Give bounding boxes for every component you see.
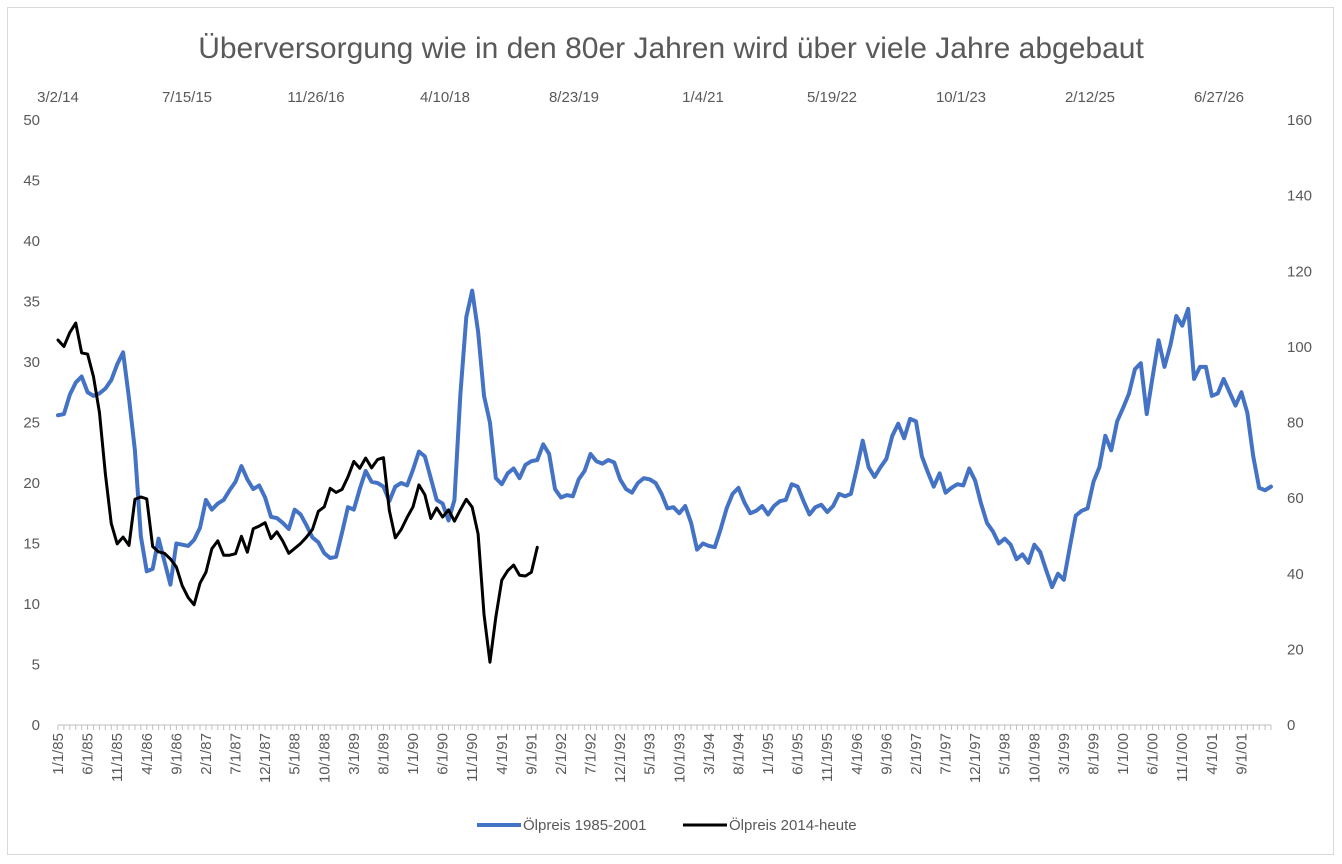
bottom-axis-tick-label: 6/1/90	[435, 733, 452, 775]
chart-legend: Ölpreis 1985-2001 Ölpreis 2014-heute	[477, 816, 857, 834]
bottom-axis-tick-label: 7/1/92	[583, 733, 600, 775]
left-axis-tick-label: 45	[23, 173, 40, 190]
bottom-axis-tick-label: 1/1/95	[760, 733, 777, 775]
top-axis-tick-label: 5/19/22	[807, 89, 857, 106]
bottom-axis-tick-label: 4/1/01	[1204, 733, 1221, 775]
bottom-axis-tick-label: 1/1/00	[1115, 733, 1132, 775]
bottom-axis-tick-label: 9/1/01	[1233, 733, 1250, 775]
chart-title: Überversorgung wie in den 80er Jahren wi…	[198, 32, 1144, 65]
bottom-axis-tick-label: 6/1/00	[1145, 733, 1162, 775]
bottom-axis-tick-label: 12/1/92	[612, 733, 629, 783]
bottom-axis-tick-label: 11/1/90	[464, 733, 481, 782]
right-axis-tick-label: 80	[1287, 415, 1304, 432]
bottom-axis-tick-label: 12/1/87	[257, 733, 274, 783]
plot-lines	[56, 288, 1273, 664]
left-axis-tick-label: 40	[23, 233, 40, 250]
right-axis-tick-label: 120	[1287, 263, 1312, 280]
bottom-axis-tick-label: 2/1/87	[198, 733, 215, 775]
top-axis-tick-label: 2/12/25	[1065, 89, 1115, 106]
top-axis-tick-label: 3/2/14	[37, 89, 79, 106]
right-axis-tick-label: 60	[1287, 490, 1304, 507]
left-axis-tick-label: 20	[23, 475, 40, 492]
top-axis-tick-label: 8/23/19	[549, 89, 599, 106]
right-axis-tick-label: 140	[1287, 188, 1312, 205]
legend-label-1: Ölpreis 2014-heute	[729, 816, 857, 834]
bottom-axis-tick-label: 6/1/85	[80, 733, 97, 775]
bottom-axis-tick-label: 10/1/88	[316, 733, 333, 783]
bottom-axis-tick-label: 10/1/93	[671, 733, 688, 783]
left-axis-tick-label: 35	[23, 294, 40, 311]
bottom-axis-tick-label: 9/1/86	[168, 733, 185, 775]
top-axis-tick-label: 1/4/21	[682, 89, 724, 106]
bottom-axis-tick-label: 1/1/85	[50, 733, 67, 775]
series-line-1	[56, 321, 539, 664]
right-axis-tick-label: 0	[1287, 717, 1295, 734]
bottom-axis-tick-label: 12/1/97	[967, 733, 984, 783]
bottom-axis-tick-label: 2/1/97	[908, 733, 925, 775]
bottom-axis-tick-label: 3/1/94	[701, 733, 718, 775]
bottom-axis-tick-label: 4/1/91	[494, 733, 511, 775]
left-axis-tick-label: 50	[23, 112, 40, 129]
bottom-axis-tick-label: 5/1/93	[642, 733, 659, 775]
left-axis-tick-label: 5	[32, 657, 40, 674]
legend-label-0: Ölpreis 1985-2001	[523, 816, 646, 834]
right-axis-tick-label: 20	[1287, 641, 1304, 658]
left-axis-tick-label: 0	[32, 717, 40, 734]
bottom-axis-tick-label: 7/1/97	[938, 733, 955, 775]
right-axis-tick-label: 100	[1287, 339, 1312, 356]
bottom-axis-tick-label: 3/1/99	[1056, 733, 1073, 775]
bottom-axis-tick-label: 7/1/87	[228, 733, 245, 775]
chart-frame	[7, 7, 1334, 855]
series-line-0	[56, 288, 1273, 590]
left-axis-tick-label: 15	[23, 536, 40, 553]
bottom-axis-tick-label: 2/1/92	[553, 733, 570, 775]
bottom-axis-tick-label: 8/1/94	[730, 733, 747, 775]
bottom-axis-tick-label: 4/1/86	[139, 733, 156, 775]
top-axis-tick-label: 7/15/15	[162, 89, 212, 106]
bottom-axis-tick-label: 8/1/89	[375, 733, 392, 775]
bottom-axis-tick-label: 11/1/95	[819, 733, 836, 782]
bottom-axis-tick-label: 11/1/85	[109, 733, 126, 782]
left-axis-tick-label: 30	[23, 354, 40, 371]
bottom-axis-tick-label: 8/1/99	[1085, 733, 1102, 775]
right-axis-tick-label: 160	[1287, 112, 1312, 129]
bottom-axis-tick-label: 5/1/98	[997, 733, 1014, 775]
bottom-axis-tick-label: 6/1/95	[790, 733, 807, 775]
top-axis-tick-label: 4/10/18	[420, 89, 470, 106]
bottom-axis-tick-label: 3/1/89	[346, 733, 363, 775]
bottom-axis-tick-label: 5/1/88	[287, 733, 304, 775]
left-axis-tick-label: 10	[23, 596, 40, 613]
bottom-axis-tick-label: 11/1/00	[1174, 733, 1191, 782]
bottom-axis-tick-label: 4/1/96	[849, 733, 866, 775]
left-axis-tick-label: 25	[23, 415, 40, 432]
axes: 0 5 10 15 20 25 30 35 40 45 50 0 20 40 60 80 100 120 140 16…	[23, 89, 1312, 783]
right-axis-tick-label: 40	[1287, 566, 1304, 583]
bottom-axis-tick-label: 9/1/91	[523, 733, 540, 775]
top-axis-tick-label: 6/27/26	[1194, 89, 1244, 106]
bottom-axis-tick-label: 10/1/98	[1026, 733, 1043, 783]
bottom-axis-tick-label: 1/1/90	[405, 733, 422, 775]
bottom-axis-tick-label: 9/1/96	[878, 733, 895, 775]
top-axis-tick-label: 10/1/23	[936, 89, 986, 106]
top-axis-tick-label: 11/26/16	[287, 89, 344, 106]
